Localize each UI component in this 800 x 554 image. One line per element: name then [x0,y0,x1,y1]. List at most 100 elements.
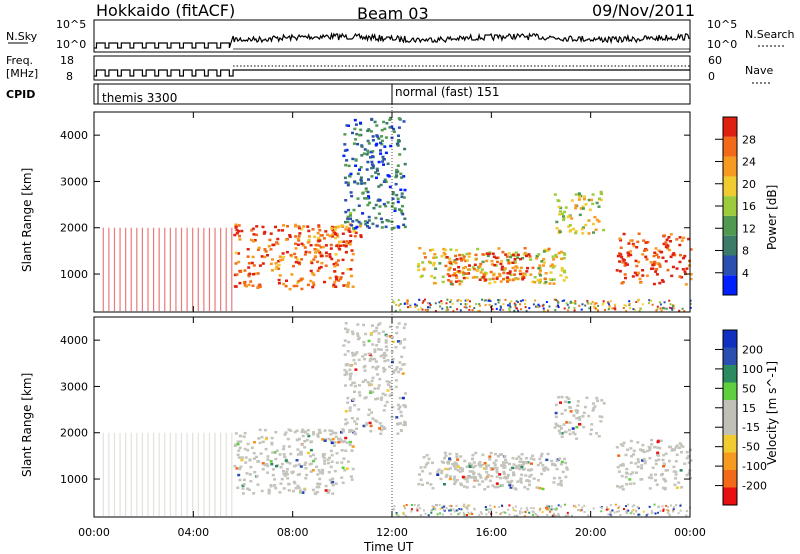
data-cell [363,148,367,151]
data-cell [310,261,314,265]
ground-cell [524,299,527,302]
data-cell [615,446,619,449]
data-cell [392,226,396,230]
data-cell [370,166,374,170]
data-cell [365,153,369,156]
data-cell [374,144,378,147]
data-cell [506,473,510,477]
data-cell [342,344,346,347]
data-cell [371,417,375,420]
data-cell [462,485,466,488]
data-cell [280,462,284,466]
data-cell [465,480,469,483]
data-cell [359,121,362,125]
data-cell [353,180,357,184]
data-cell [327,471,331,474]
data-cell [376,365,380,368]
data-cell [457,269,461,273]
ground-cell [457,299,460,301]
data-cell [246,442,250,446]
data-cell [542,467,545,470]
ground-cell [581,506,584,509]
data-cell [655,483,659,486]
data-cell [564,430,568,434]
data-cell [270,462,274,466]
themis-stripe [175,227,177,312]
data-cell [350,449,354,452]
data-cell [602,402,606,405]
data-cell [374,360,378,363]
data-cell [377,384,381,387]
data-cell [448,266,452,270]
data-cell [250,261,254,265]
ground-cell [514,509,517,512]
data-cell [357,220,361,224]
ground-cell [518,510,521,513]
data-cell [488,455,492,458]
data-cell [509,486,513,489]
data-cell [390,125,394,129]
data-cell [296,448,300,451]
data-cell [267,245,271,248]
data-cell [558,432,562,435]
data-cell [689,459,693,462]
data-cell [567,215,571,218]
ground-cell [443,505,446,508]
data-cell [578,213,582,217]
data-cell [679,469,683,472]
data-cell [328,255,332,259]
ground-cell [539,507,542,510]
data-cell [345,148,349,152]
data-cell [476,268,480,272]
data-cell [562,217,566,220]
data-cell [364,332,368,336]
data-cell [341,481,345,484]
data-cell [508,483,512,487]
data-cell [388,380,392,384]
ground-cell [524,510,527,513]
ground-cell [490,509,493,512]
x-tick-label: 20:00 [575,526,607,539]
data-cell [645,274,649,277]
data-cell [546,468,550,471]
data-cell [458,271,462,274]
data-cell [484,465,488,468]
data-cell [396,164,400,167]
data-cell [625,472,629,475]
data-cell [542,469,546,472]
ground-cell [449,301,452,304]
ground-cell [602,302,605,305]
themis-stripe [203,227,205,312]
data-cell [637,460,640,464]
data-cell [334,431,338,435]
data-cell [430,274,434,278]
ground-cell [516,307,518,310]
data-cell [539,278,542,281]
data-cell [309,260,313,263]
data-cell [680,239,684,242]
data-cell [502,277,505,281]
data-cell [633,271,637,275]
data-cell [342,244,346,247]
ground-cell [619,514,622,516]
data-cell [540,260,544,263]
data-cell [598,415,602,418]
data-cell [689,273,693,276]
data-cell [636,465,640,468]
ground-cell [597,309,599,312]
data-cell [512,278,516,281]
ground-cell [405,515,408,518]
data-cell [463,459,467,463]
data-cell [402,363,406,366]
data-cell [253,441,256,444]
data-cell [661,458,665,462]
ground-cell [572,301,575,304]
data-cell [421,483,424,486]
y-tick-label: 3000 [60,380,88,393]
data-cell [478,265,482,268]
data-cell [237,449,241,452]
data-cell [371,222,375,226]
ground-cell [609,300,612,303]
data-cell [234,225,238,229]
data-cell [467,255,471,258]
